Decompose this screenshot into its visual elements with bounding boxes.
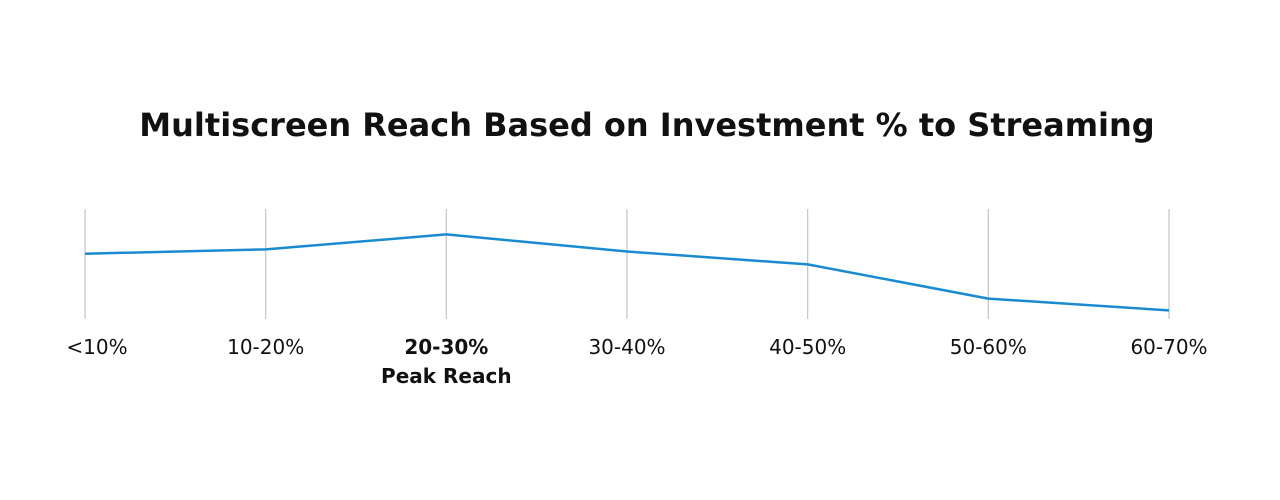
x-tick-label: <10% — [66, 335, 127, 359]
gridlines — [84, 209, 1170, 319]
x-tick-labels: <10% 10-20% 20-30% Peak Reach 30-40% 40-50% 50… — [66, 335, 1207, 388]
x-tick-label: 50-60% — [950, 335, 1027, 359]
peak-annotation: Peak Reach — [381, 364, 512, 388]
x-tick-label: 20-30% — [404, 335, 488, 359]
x-tick-label: 40-50% — [769, 335, 846, 359]
x-tick-label: 30-40% — [588, 335, 665, 359]
series-line — [84, 233, 1170, 312]
chart-title: Multiscreen Reach Based on Investment % … — [139, 106, 1155, 144]
x-tick-label: 60-70% — [1130, 335, 1207, 359]
x-tick-label: 10-20% — [227, 335, 304, 359]
series-group — [84, 233, 1170, 312]
